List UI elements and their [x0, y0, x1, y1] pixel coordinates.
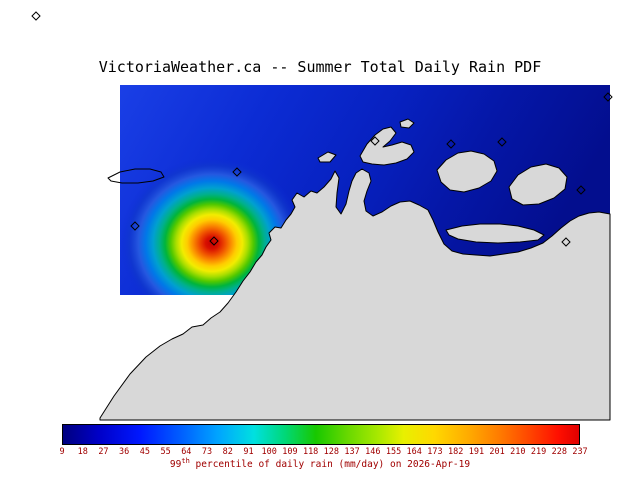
- colorbar-tick-label: 155: [385, 447, 402, 457]
- colorbar-tick-label: 55: [160, 447, 171, 457]
- island-mid: [436, 150, 498, 193]
- colorbar-tick-label: 45: [139, 447, 150, 457]
- colorbar-tick-label: 91: [243, 447, 254, 457]
- colorbar-tick-label: 191: [468, 447, 485, 457]
- colorbar-tick-label: 100: [261, 447, 277, 457]
- colorbar-tick-label: 36: [119, 447, 130, 457]
- caption-superscript: th: [181, 456, 190, 465]
- colorbar-tick-label: 173: [427, 447, 443, 457]
- colorbar-ticks: 9 18 27 36 45 55 64 73 82 91 100 109 118 128 137 146 155…: [59, 447, 587, 458]
- colorbar-tick-label: 73: [201, 447, 213, 457]
- station-marker: [561, 237, 571, 247]
- station-marker: [576, 185, 586, 195]
- station-markers: [31, 11, 613, 247]
- colorbar-tick-label: 164: [406, 447, 422, 457]
- station-marker: [209, 236, 219, 246]
- colorbar-tick-label: 82: [222, 447, 233, 457]
- islet-small: [317, 151, 337, 163]
- station-marker: [130, 221, 140, 231]
- island-west: [359, 126, 415, 166]
- colorbar-caption: 99th percentile of daily rain (mm/day) o…: [0, 456, 640, 470]
- station-marker: [31, 11, 41, 21]
- station-marker: [446, 139, 456, 149]
- station-marker: [603, 92, 613, 102]
- colorbar-tick-label: 146: [365, 447, 381, 457]
- colorbar-tick-label: 182: [447, 447, 464, 457]
- colorbar-tick-label: 210: [510, 447, 526, 457]
- colorbar-tick-label: 9: [59, 447, 65, 457]
- colorbar-tick-label: 64: [181, 447, 192, 457]
- colorbar-tick-label: 18: [77, 447, 88, 457]
- station-marker: [370, 136, 380, 146]
- page-title: VictoriaWeather.ca -- Summer Total Daily…: [98, 58, 542, 76]
- colorbar-tick-label: 27: [98, 447, 109, 457]
- colorbar-tick-label: 237: [572, 447, 588, 457]
- station-marker: [232, 167, 242, 177]
- colorbar-tick-label: 118: [302, 447, 319, 457]
- colorbar-tick-label: 228: [551, 447, 567, 457]
- lake-outline: [107, 168, 165, 184]
- colorbar-tick-label: 109: [282, 447, 298, 457]
- island-skinny: [445, 223, 545, 244]
- station-marker: [497, 137, 507, 147]
- caption-text: percentile of daily rain (mm/day) on 202…: [189, 459, 471, 470]
- colorbar-tick-label: 128: [323, 447, 340, 457]
- islet-north: [399, 118, 415, 129]
- island-east: [508, 163, 568, 206]
- caption-value: 99: [169, 459, 182, 470]
- colorbar-tick-label: 137: [344, 447, 360, 457]
- colorbar: [62, 424, 580, 445]
- mainland: [99, 168, 611, 421]
- colorbar-tick-label: 219: [530, 447, 547, 457]
- colorbar-tick-label: 201: [489, 447, 505, 457]
